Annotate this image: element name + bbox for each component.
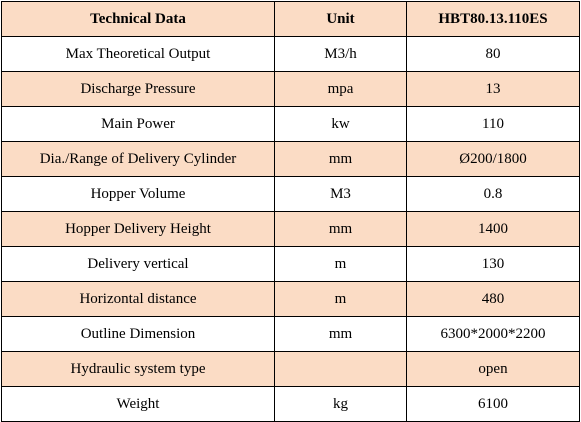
row-unit: mm	[274, 211, 407, 247]
row-param: Discharge Pressure	[1, 71, 275, 107]
table-row: Max Theoretical Output M3/h 80	[1, 36, 580, 72]
row-unit: kw	[274, 106, 407, 142]
row-value: 110	[406, 106, 580, 142]
table-row: Dia./Range of Delivery Cylinder mm Ø200/…	[1, 141, 580, 177]
row-param: Dia./Range of Delivery Cylinder	[1, 141, 275, 177]
row-value: 480	[406, 281, 580, 317]
row-param: Outline Dimension	[1, 316, 275, 352]
table-row: Hopper Volume M3 0.8	[1, 176, 580, 212]
row-unit: M3/h	[274, 36, 407, 72]
table-row: Hopper Delivery Height mm 1400	[1, 211, 580, 247]
row-unit: kg	[274, 386, 407, 422]
header-model: HBT80.13.110ES	[406, 1, 580, 37]
row-unit: mm	[274, 141, 407, 177]
table-row: Delivery vertical m 130	[1, 246, 580, 282]
row-value: 6100	[406, 386, 580, 422]
row-value: 0.8	[406, 176, 580, 212]
row-param: Delivery vertical	[1, 246, 275, 282]
row-value: 130	[406, 246, 580, 282]
table-row: Horizontal distance m 480	[1, 281, 580, 317]
row-value: 1400	[406, 211, 580, 247]
table-row: Weight kg 6100	[1, 386, 580, 422]
row-value: Ø200/1800	[406, 141, 580, 177]
table-row: Hydraulic system type open	[1, 351, 580, 387]
row-param: Main Power	[1, 106, 275, 142]
table-header-row: Technical Data Unit HBT80.13.110ES	[1, 1, 580, 37]
row-param: Weight	[1, 386, 275, 422]
row-param: Hydraulic system type	[1, 351, 275, 387]
row-value: 6300*2000*2200	[406, 316, 580, 352]
row-unit: m	[274, 246, 407, 282]
row-value: open	[406, 351, 580, 387]
header-unit: Unit	[274, 1, 407, 37]
row-value: 80	[406, 36, 580, 72]
table-row: Outline Dimension mm 6300*2000*2200	[1, 316, 580, 352]
row-unit: m	[274, 281, 407, 317]
row-param: Hopper Delivery Height	[1, 211, 275, 247]
row-unit: mpa	[274, 71, 407, 107]
row-unit: M3	[274, 176, 407, 212]
header-technical-data: Technical Data	[1, 1, 275, 37]
table-row: Main Power kw 110	[1, 106, 580, 142]
row-unit	[274, 351, 407, 387]
row-param: Max Theoretical Output	[1, 36, 275, 72]
row-unit: mm	[274, 316, 407, 352]
table-row: Discharge Pressure mpa 13	[1, 71, 580, 107]
row-param: Hopper Volume	[1, 176, 275, 212]
row-param: Horizontal distance	[1, 281, 275, 317]
row-value: 13	[406, 71, 580, 107]
